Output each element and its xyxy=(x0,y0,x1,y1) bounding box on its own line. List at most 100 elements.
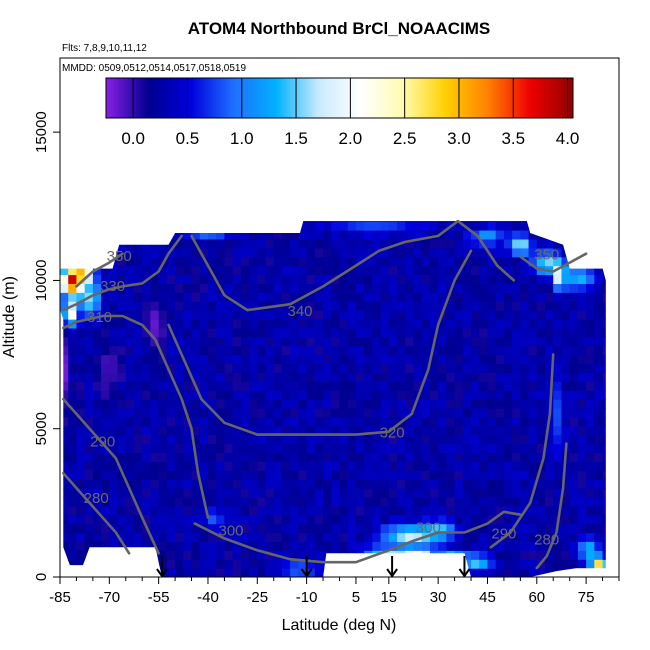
heatmap-cell xyxy=(594,488,604,498)
heatmap-cell xyxy=(397,488,406,498)
heatmap-cell xyxy=(536,327,546,338)
heatmap-cell xyxy=(191,479,201,489)
heatmap-cell xyxy=(249,301,258,311)
heatmap-cell xyxy=(84,283,94,293)
heatmap-cell xyxy=(438,488,447,498)
heatmap-cell xyxy=(594,452,604,462)
heatmap-cell xyxy=(232,496,242,507)
heatmap-cell xyxy=(602,470,606,480)
heatmap-cell xyxy=(602,568,606,577)
heatmap-cell xyxy=(462,247,472,258)
heatmap-cell xyxy=(323,505,332,516)
heatmap-cell xyxy=(298,247,308,258)
heatmap-cell xyxy=(586,283,595,293)
heatmap-cell xyxy=(257,238,267,249)
heatmap-cell xyxy=(166,434,176,445)
heatmap-cell xyxy=(347,452,357,462)
heatmap-cell xyxy=(487,452,497,462)
heatmap-cell xyxy=(602,221,606,231)
heatmap-cell xyxy=(487,265,497,276)
heatmap-cell xyxy=(364,318,373,329)
heatmap-cell xyxy=(611,266,620,276)
heatmap-cell xyxy=(216,488,226,498)
heatmap-cell xyxy=(150,221,160,222)
heatmap-cell xyxy=(68,452,78,462)
heatmap-cell xyxy=(192,203,201,213)
heatmap-cell xyxy=(454,452,464,462)
heatmap-cell xyxy=(586,390,595,400)
heatmap-cell xyxy=(429,399,439,409)
heatmap-cell xyxy=(569,336,579,347)
heatmap-cell xyxy=(183,354,193,365)
heatmap-cell xyxy=(553,318,563,329)
heatmap-cell xyxy=(60,407,69,418)
heatmap-cell xyxy=(142,283,152,293)
heatmap-cell xyxy=(586,363,595,373)
heatmap-cell xyxy=(561,488,571,498)
heatmap-cell xyxy=(586,523,595,534)
heatmap-cell xyxy=(257,559,267,569)
heatmap-cell xyxy=(347,247,357,258)
heatmap-cell xyxy=(207,523,217,534)
heatmap-cell xyxy=(175,363,184,373)
heatmap-cell xyxy=(503,292,513,302)
heatmap-cell xyxy=(421,274,431,284)
heatmap-cell xyxy=(347,479,357,489)
heatmap-cell xyxy=(462,292,472,302)
heatmap-cell xyxy=(569,354,579,365)
heatmap-cell xyxy=(224,496,234,507)
y-tick-label: 0 xyxy=(33,573,50,581)
heatmap-cell xyxy=(117,363,127,373)
heatmap-cell xyxy=(577,283,587,293)
heatmap-cell xyxy=(233,203,242,213)
heatmap-cell xyxy=(306,399,316,409)
heatmap-cell xyxy=(133,452,143,462)
heatmap-cell xyxy=(117,327,127,338)
heatmap-cell xyxy=(462,523,472,534)
heatmap-cell xyxy=(224,283,234,293)
heatmap-cell xyxy=(446,301,456,311)
heatmap-cell xyxy=(117,461,127,471)
heatmap-cell xyxy=(125,381,135,391)
heatmap-cell xyxy=(175,559,184,569)
heatmap-cell xyxy=(397,372,406,382)
heatmap-cell xyxy=(602,523,606,534)
heatmap-cell xyxy=(528,327,538,338)
heatmap-cell xyxy=(76,532,86,543)
heatmap-cell xyxy=(323,327,332,338)
heatmap-cell xyxy=(405,230,415,240)
heatmap-cell xyxy=(397,274,406,284)
heatmap-cell xyxy=(314,523,324,534)
heatmap-cell xyxy=(462,470,472,480)
heatmap-cell xyxy=(84,443,94,454)
heatmap-cell xyxy=(536,390,546,400)
heatmap-cell xyxy=(528,550,538,560)
heatmap-cell xyxy=(92,550,102,560)
chart-title: ATOM4 Northbound BrCl_NOAACIMS xyxy=(188,19,491,38)
heatmap-cell xyxy=(166,274,176,284)
heatmap-cell xyxy=(166,363,176,373)
heatmap-cell xyxy=(545,274,554,284)
heatmap-cell xyxy=(60,443,69,454)
heatmap-cell xyxy=(429,372,439,382)
heatmap-cell xyxy=(364,372,373,382)
heatmap-cell xyxy=(273,256,283,267)
heatmap-cell xyxy=(536,336,546,347)
heatmap-cell xyxy=(142,461,152,471)
heatmap-cell xyxy=(569,265,579,276)
heatmap-cell xyxy=(421,452,431,462)
heatmap-cell xyxy=(101,434,110,445)
heatmap-cell xyxy=(347,318,357,329)
heatmap-cell xyxy=(429,247,439,258)
heatmap-cell xyxy=(232,318,242,329)
heatmap-cell xyxy=(512,399,521,409)
heatmap-cell xyxy=(462,496,472,507)
heatmap-cell xyxy=(60,488,69,498)
x-tick-label: -40 xyxy=(197,589,219,606)
heatmap-cell xyxy=(503,256,513,267)
heatmap-cell xyxy=(528,559,538,569)
heatmap-cell xyxy=(68,390,78,400)
heatmap-cell xyxy=(611,319,620,329)
heatmap-cell xyxy=(528,470,538,480)
heatmap-cell xyxy=(421,443,431,454)
